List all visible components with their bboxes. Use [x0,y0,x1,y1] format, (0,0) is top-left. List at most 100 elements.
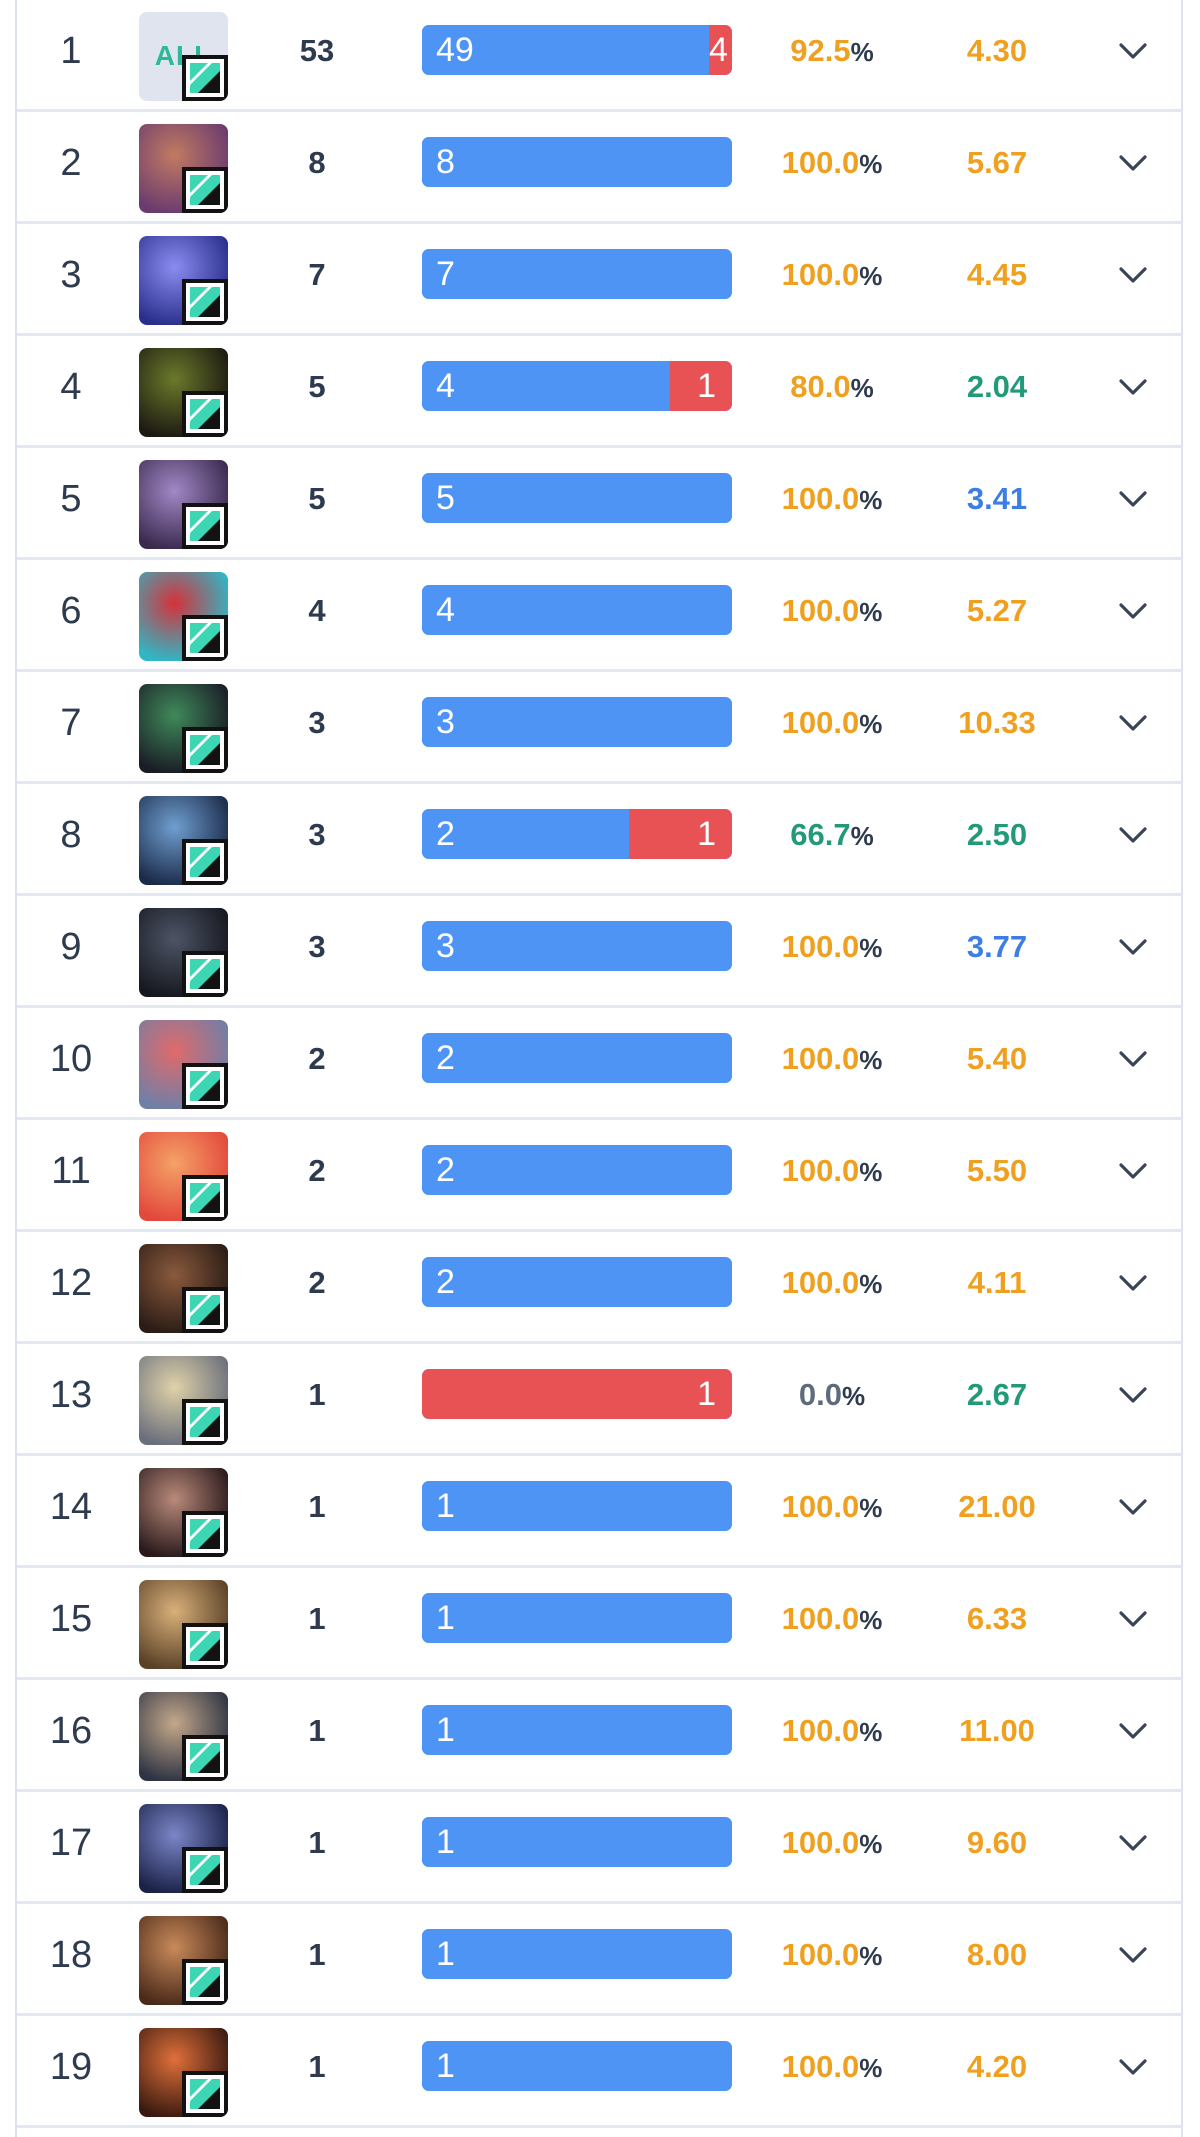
win-loss-bar: 3 [422,921,732,971]
losses-segment: 1 [422,1369,732,1419]
table-row[interactable]: 2 8 8 100.0% 5.67 [17,112,1181,224]
losses-segment: 1 [670,361,732,411]
wins-segment: 2 [422,1033,732,1083]
percent-sign: % [859,1717,883,1747]
win-rate: 100.0% [757,112,907,221]
position-badge-icon [182,391,228,437]
table-row[interactable]: 6 4 4 100.0% 5.27 [17,560,1181,672]
position-badge-icon [182,615,228,661]
chevron-down-icon[interactable] [1115,2052,1151,2082]
rank-number: 6 [60,590,82,632]
percent-sign: % [859,1941,883,1971]
chevron-down-icon[interactable] [1115,484,1151,514]
wins-segment: 4 [422,585,732,635]
percent-sign: % [859,933,883,963]
champion-avatar [139,1244,228,1333]
win-rate: 100.0% [757,1232,907,1341]
table-row[interactable]: 14 1 1 100.0% 21.00 [17,1456,1181,1568]
kda-value: 2.50 [966,817,1028,852]
table-row[interactable]: 18 1 1 100.0% 8.00 [17,1904,1181,2016]
champion-avatar [139,1020,228,1109]
chevron-down-icon[interactable] [1115,1828,1151,1858]
table-row[interactable]: 3 7 7 100.0% 4.45 [17,224,1181,336]
wins-segment: 4 [422,361,670,411]
win-rate-value: 100.0 [781,1265,860,1300]
table-row[interactable]: 5 5 5 100.0% 3.41 [17,448,1181,560]
chevron-down-icon[interactable] [1115,148,1151,178]
chevron-down-icon[interactable] [1115,1604,1151,1634]
rank-number: 18 [49,1934,93,1976]
percent-sign: % [859,1605,883,1635]
games-played: 3 [308,817,326,852]
percent-sign: % [850,821,874,851]
table-row[interactable]: 8 3 2 1 66.7% 2.50 [17,784,1181,896]
chevron-down-icon[interactable] [1115,932,1151,962]
table-row[interactable]: 4 5 4 1 80.0% 2.04 [17,336,1181,448]
chevron-down-icon[interactable] [1115,708,1151,738]
win-rate: 0.0% [757,1344,907,1453]
table-row[interactable]: 9 3 3 100.0% 3.77 [17,896,1181,1008]
win-loss-bar: 4 [422,585,732,635]
losses-segment: 1 [629,809,732,859]
wins-segment: 5 [422,473,732,523]
kda-value: 4.11 [967,1265,1027,1300]
table-row[interactable]: 12 2 2 100.0% 4.11 [17,1232,1181,1344]
wins-segment: 3 [422,921,732,971]
rank-number: 3 [60,254,82,296]
chevron-down-icon[interactable] [1115,1044,1151,1074]
table-row[interactable]: 1 ALL 53 494 92.5% 4.30 [17,0,1181,112]
chevron-down-icon[interactable] [1115,36,1151,66]
chevron-down-icon[interactable] [1115,1492,1151,1522]
games-played: 1 [308,1937,326,1972]
rank-number: 9 [60,926,82,968]
champion-avatar [139,1804,228,1893]
win-rate: 100.0% [757,1792,907,1901]
win-loss-bar: 7 [422,249,732,299]
games-played: 1 [308,1489,326,1524]
games-played: 2 [308,1153,326,1188]
kda-value: 11.00 [959,1713,1035,1748]
wins-segment: 2 [422,1257,732,1307]
win-loss-bar: 1 [422,1929,732,1979]
chevron-down-icon[interactable] [1115,260,1151,290]
table-row[interactable]: 10 2 2 100.0% 5.40 [17,1008,1181,1120]
wins-segment: 1 [422,1705,732,1755]
table-row[interactable]: 19 1 1 100.0% 4.20 [17,2016,1181,2128]
win-rate: 100.0% [757,448,907,557]
chevron-down-icon[interactable] [1115,1268,1151,1298]
table-row[interactable]: 15 1 1 100.0% 6.33 [17,1568,1181,1680]
position-badge-icon [182,1063,228,1109]
position-badge-icon [182,167,228,213]
win-rate-value: 92.5 [790,33,851,68]
games-played: 1 [308,1825,326,1860]
table-row[interactable]: 11 2 2 100.0% 5.50 [17,1120,1181,1232]
percent-sign: % [859,149,883,179]
chevron-down-icon[interactable] [1115,1716,1151,1746]
champion-avatar [139,236,228,325]
chevron-down-icon[interactable] [1115,1156,1151,1186]
percent-sign: % [859,2053,883,2083]
win-rate: 100.0% [757,1568,907,1677]
kda-value: 2.67 [966,1377,1028,1412]
chevron-down-icon[interactable] [1115,1940,1151,1970]
table-row[interactable]: 7 3 3 100.0% 10.33 [17,672,1181,784]
table-row[interactable]: 16 1 1 100.0% 11.00 [17,1680,1181,1792]
games-played: 5 [308,369,326,404]
wins-segment: 8 [422,137,732,187]
chevron-down-icon[interactable] [1115,1380,1151,1410]
win-rate-value: 100.0 [781,1489,860,1524]
chevron-down-icon[interactable] [1115,596,1151,626]
win-rate-value: 100.0 [781,705,860,740]
win-rate: 80.0% [757,336,907,445]
chevron-down-icon[interactable] [1115,372,1151,402]
wins-segment: 1 [422,2041,732,2091]
position-badge-icon [182,1399,228,1445]
table-row[interactable]: 17 1 1 100.0% 9.60 [17,1792,1181,1904]
table-row[interactable]: 13 1 1 0.0% 2.67 [17,1344,1181,1456]
percent-sign: % [850,373,874,403]
percent-sign: % [859,1045,883,1075]
chevron-down-icon[interactable] [1115,820,1151,850]
champion-avatar [139,1132,228,1221]
